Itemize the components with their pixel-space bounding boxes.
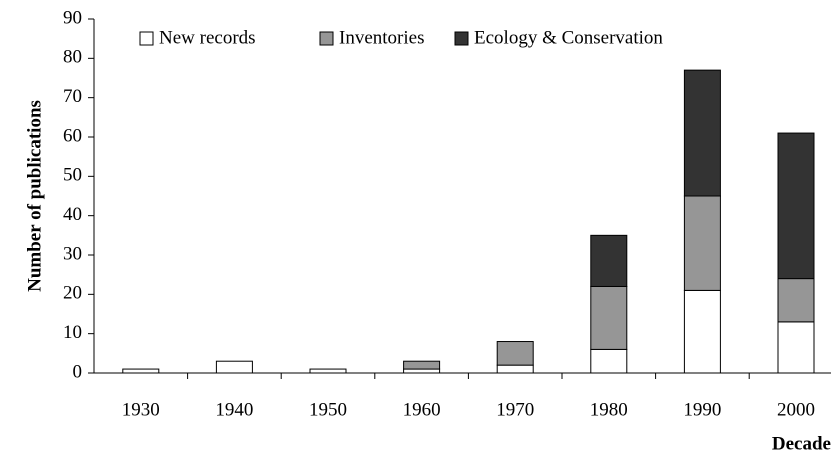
bar-segment — [122, 368, 160, 374]
bar-segment — [683, 289, 721, 374]
bar-segment — [777, 132, 815, 280]
x-tick-label: 2000 — [777, 399, 815, 420]
bar-segment — [683, 195, 721, 291]
bar-segment — [777, 278, 815, 323]
x-tick-label: 1990 — [683, 399, 721, 420]
y-tick-label: 70 — [63, 86, 82, 107]
legend-swatch — [319, 31, 334, 46]
y-tick-label: 0 — [73, 361, 83, 382]
bar-segment — [777, 321, 815, 374]
y-axis-label: Number of publications — [24, 100, 45, 292]
x-axis-label: Decade — [772, 433, 831, 454]
bar-segment — [590, 234, 628, 287]
bar-segment — [496, 364, 534, 374]
y-tick-label: 10 — [63, 322, 82, 343]
x-tick-label: 1960 — [403, 399, 441, 420]
y-tick-label: 60 — [63, 125, 82, 146]
bar-segment — [309, 368, 347, 374]
x-tick-label: 1940 — [215, 399, 253, 420]
y-tick-label: 90 — [63, 7, 82, 28]
y-tick-label: 30 — [63, 243, 82, 264]
legend-swatch — [139, 31, 154, 46]
x-tick-label: 1930 — [122, 399, 160, 420]
x-tick-label: 1980 — [590, 399, 628, 420]
bar-segment — [215, 360, 253, 374]
bar-segment — [403, 368, 441, 374]
y-tick-label: 20 — [63, 283, 82, 304]
bar-segment — [496, 341, 534, 366]
y-tick-label: 40 — [63, 204, 82, 225]
bar-segment — [403, 360, 441, 370]
x-tick-label: 1970 — [496, 399, 534, 420]
y-tick-label: 50 — [63, 165, 82, 186]
bar-segment — [590, 348, 628, 374]
legend-label: New records — [159, 27, 256, 48]
x-tick-label: 1950 — [309, 399, 347, 420]
bar-segment — [683, 69, 721, 197]
legend-swatch — [454, 31, 469, 46]
bar-segment — [590, 285, 628, 350]
legend-label: Inventories — [339, 27, 424, 48]
y-tick-label: 80 — [63, 47, 82, 68]
legend-label: Ecology & Conservation — [474, 27, 663, 48]
